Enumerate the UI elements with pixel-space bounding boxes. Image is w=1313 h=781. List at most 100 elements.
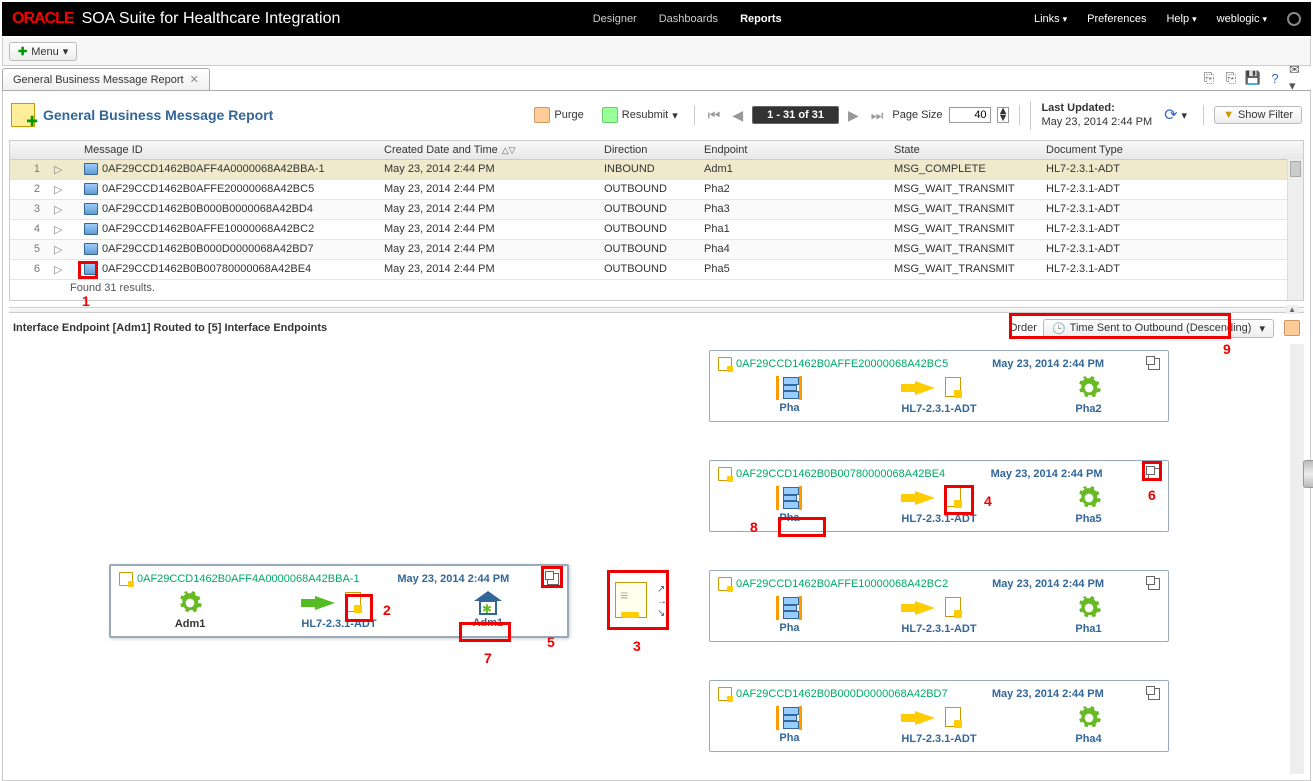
- card-id[interactable]: 0AF29CCD1462B0AFFE20000068A42BC5: [718, 357, 948, 371]
- table-row[interactable]: 1 ▷ 0AF29CCD1462B0AFF4A0000068A42BBA-1 M…: [10, 160, 1303, 180]
- results-count: Found 31 results.: [10, 280, 1303, 300]
- prev-page-button[interactable]: ◀: [729, 107, 746, 124]
- node-label: Pha2: [1075, 403, 1101, 415]
- table-row[interactable]: 5 ▷ 0AF29CCD1462B0B000D0000068A42BD7 May…: [10, 240, 1303, 260]
- cell-message-id[interactable]: 0AF29CCD1462B0AFFE10000068A42BC2: [78, 220, 378, 238]
- right-drawer-handle[interactable]: [1303, 460, 1313, 488]
- cell-created: May 23, 2014 2:44 PM: [378, 240, 598, 258]
- report-icon: ✚: [11, 103, 35, 127]
- menu-button[interactable]: ✚ Menu ▾: [9, 42, 77, 61]
- col-doctype[interactable]: Document Type: [1040, 141, 1200, 159]
- dest-endpoint[interactable]: Pha4: [1054, 705, 1124, 745]
- grid-scrollbar[interactable]: [1287, 159, 1303, 300]
- document-node[interactable]: HL7-2.3.1-ADT: [901, 705, 976, 745]
- source-endpoint[interactable]: Adm1: [155, 590, 225, 630]
- resubmit-button[interactable]: Resubmit▾: [596, 105, 684, 125]
- expand-icon[interactable]: ▷: [48, 160, 78, 179]
- col-created[interactable]: Created Date and Time△▽: [378, 141, 598, 159]
- global-header: ORACLE SOA Suite for Healthcare Integrat…: [2, 2, 1311, 36]
- close-icon[interactable]: ✕: [190, 73, 199, 86]
- arrow-in-icon: [315, 590, 363, 616]
- copy-icon[interactable]: ⎘: [1223, 70, 1239, 86]
- source-channel[interactable]: Pha: [754, 706, 824, 744]
- nav-designer[interactable]: Designer: [593, 13, 637, 25]
- table-row[interactable]: 2 ▷ 0AF29CCD1462B0AFFE20000068A42BC5 May…: [10, 180, 1303, 200]
- restore-icon[interactable]: [1148, 358, 1160, 370]
- mail-icon[interactable]: ✉▾: [1289, 70, 1305, 86]
- col-direction[interactable]: Direction: [598, 141, 698, 159]
- purge-button[interactable]: Purge: [528, 105, 589, 125]
- dest-endpoint[interactable]: Pha5: [1054, 485, 1124, 525]
- first-page-button[interactable]: ⏮: [705, 107, 724, 124]
- node-label: Adm1: [175, 618, 206, 630]
- cell-message-id[interactable]: 0AF29CCD1462B0AFFE20000068A42BC5: [78, 180, 378, 198]
- document-node[interactable]: HL7-2.3.1-ADT: [901, 485, 976, 525]
- dest-endpoint[interactable]: Pha2: [1054, 375, 1124, 415]
- card-id[interactable]: 0AF29CCD1462B0B00780000068A42BE4: [718, 467, 945, 481]
- cell-message-id[interactable]: 0AF29CCD1462B0B00780000068A42BE4: [78, 260, 378, 278]
- nav-reports[interactable]: Reports: [740, 13, 782, 25]
- col-state[interactable]: State: [888, 141, 1040, 159]
- refresh-button[interactable]: ⟳▾: [1158, 103, 1193, 127]
- last-page-button[interactable]: ⏭: [868, 107, 887, 124]
- show-filter-button[interactable]: ▼Show Filter: [1214, 106, 1302, 124]
- page-size-spinner[interactable]: ▲▼: [997, 107, 1010, 123]
- dest-endpoint[interactable]: Pha1: [1054, 595, 1124, 635]
- router-node[interactable]: ↗→↘: [615, 582, 659, 622]
- export-icon[interactable]: ⎘: [1201, 70, 1217, 86]
- links-menu[interactable]: Links: [1034, 13, 1067, 25]
- gear-icon: [1076, 595, 1102, 621]
- help-icon[interactable]: ?: [1267, 70, 1283, 86]
- table-row[interactable]: 4 ▷ 0AF29CCD1462B0AFFE10000068A42BC2 May…: [10, 220, 1303, 240]
- message-icon: [84, 223, 98, 235]
- outbound-card[interactable]: 0AF29CCD1462B0B000D0000068A42BD7 May 23,…: [709, 680, 1169, 752]
- expand-icon[interactable]: ▷: [48, 200, 78, 219]
- save-icon[interactable]: 💾: [1245, 70, 1261, 86]
- restore-icon[interactable]: [1148, 688, 1160, 700]
- chevron-down-icon: ▾: [672, 109, 678, 122]
- tab-general-report[interactable]: General Business Message Report ✕: [2, 68, 210, 90]
- outbound-card[interactable]: 0AF29CCD1462B0AFFE10000068A42BC2 May 23,…: [709, 570, 1169, 642]
- help-menu[interactable]: Help: [1166, 13, 1196, 25]
- cell-doctype: HL7-2.3.1-ADT: [1040, 220, 1200, 238]
- chevron-down-icon: ▾: [63, 45, 69, 58]
- source-channel[interactable]: Pha: [754, 486, 824, 524]
- card-id[interactable]: 0AF29CCD1462B0AFF4A0000068A42BBA-1: [119, 572, 360, 586]
- restore-icon[interactable]: [1148, 578, 1160, 590]
- restore-icon[interactable]: [1148, 468, 1160, 480]
- expand-icon[interactable]: ▷: [48, 240, 78, 259]
- page-size-input[interactable]: [949, 107, 991, 123]
- user-menu[interactable]: weblogic: [1217, 13, 1267, 25]
- outbound-card[interactable]: 0AF29CCD1462B0AFFE20000068A42BC5 May 23,…: [709, 350, 1169, 422]
- content-area: ✚ General Business Message Report Purge …: [2, 91, 1311, 781]
- cell-state: MSG_COMPLETE: [888, 160, 1040, 178]
- canvas-scrollbar[interactable]: [1290, 344, 1304, 774]
- nav-dashboards[interactable]: Dashboards: [659, 13, 718, 25]
- cell-message-id[interactable]: 0AF29CCD1462B0B000D0000068A42BD7: [78, 240, 378, 258]
- cell-message-id[interactable]: 0AF29CCD1462B0B000B0000068A42BD4: [78, 200, 378, 218]
- document-node[interactable]: HL7-2.3.1-ADT: [901, 375, 976, 415]
- table-row[interactable]: 6 ▷ 0AF29CCD1462B0B00780000068A42BE4 May…: [10, 260, 1303, 280]
- splitter-bar[interactable]: [9, 307, 1304, 313]
- expand-icon[interactable]: ▷: [48, 180, 78, 199]
- card-id[interactable]: 0AF29CCD1462B0B000D0000068A42BD7: [718, 687, 948, 701]
- table-row[interactable]: 3 ▷ 0AF29CCD1462B0B000B0000068A42BD4 May…: [10, 200, 1303, 220]
- outbound-card[interactable]: 0AF29CCD1462B0B00780000068A42BE4 May 23,…: [709, 460, 1169, 532]
- source-channel[interactable]: Pha: [754, 596, 824, 634]
- col-message-id[interactable]: Message ID: [78, 141, 378, 159]
- restore-icon[interactable]: [547, 573, 559, 585]
- col-endpoint[interactable]: Endpoint: [698, 141, 888, 159]
- expand-icon[interactable]: ▷: [48, 220, 78, 239]
- document-node[interactable]: HL7-2.3.1-ADT: [901, 595, 976, 635]
- order-button[interactable]: 🕒 Time Sent to Outbound (Descending) ▾: [1043, 319, 1274, 338]
- expand-icon[interactable]: ▷: [48, 260, 78, 279]
- inbound-card[interactable]: 0AF29CCD1462B0AFF4A0000068A42BBA-1 May 2…: [109, 564, 569, 638]
- dest-endpoint[interactable]: ✱ Adm1: [453, 591, 523, 629]
- source-channel[interactable]: Pha: [754, 376, 824, 414]
- cell-message-id[interactable]: 0AF29CCD1462B0AFF4A0000068A42BBA-1: [78, 160, 378, 178]
- document-node[interactable]: HL7-2.3.1-ADT: [301, 590, 376, 630]
- next-page-button[interactable]: ▶: [845, 107, 862, 124]
- card-id[interactable]: 0AF29CCD1462B0AFFE10000068A42BC2: [718, 577, 948, 591]
- edit-icon[interactable]: [1284, 320, 1300, 336]
- preferences-link[interactable]: Preferences: [1087, 13, 1146, 25]
